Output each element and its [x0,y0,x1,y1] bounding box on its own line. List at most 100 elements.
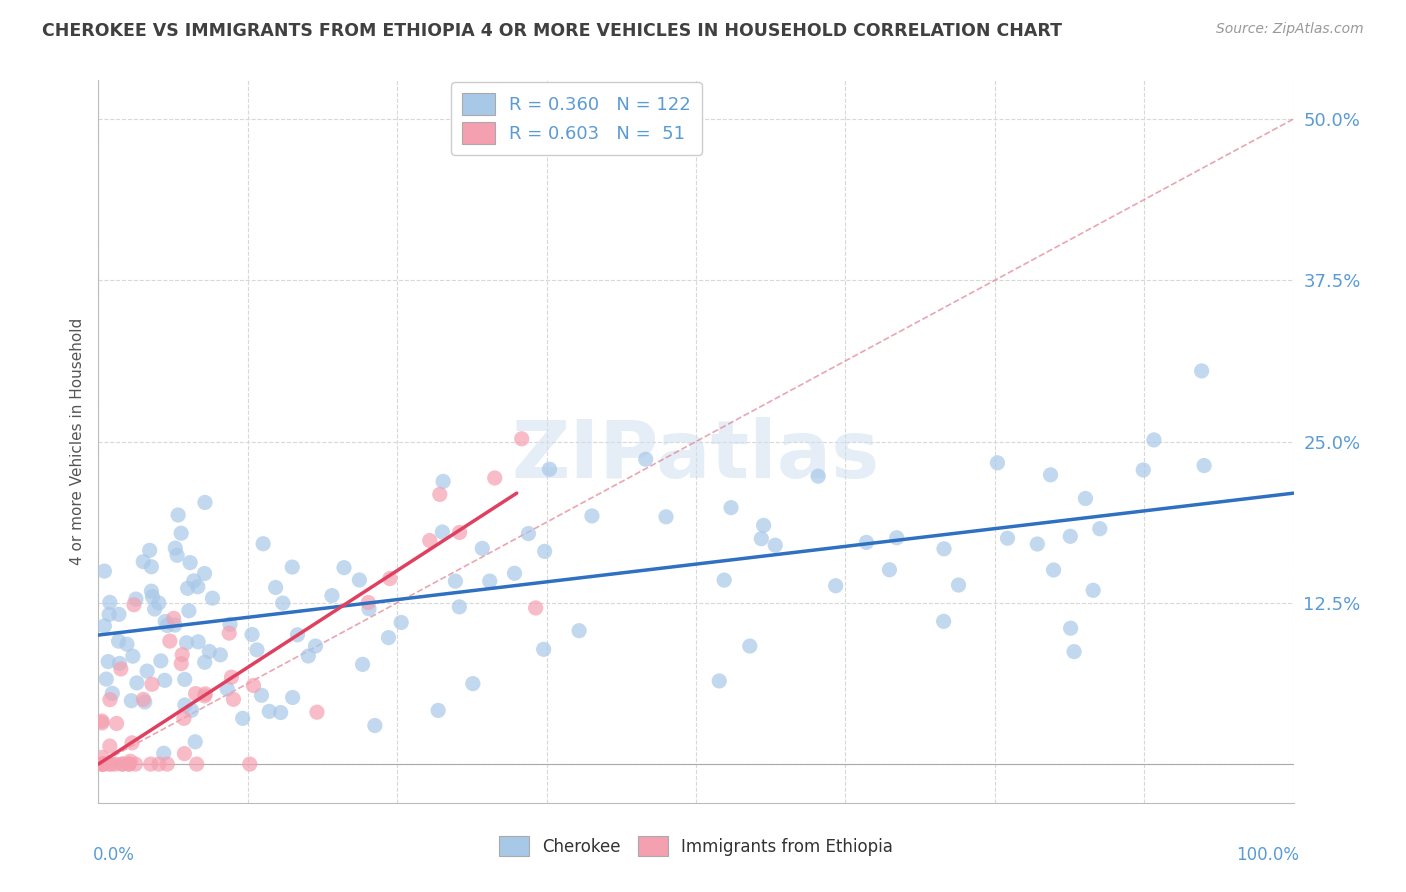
Point [139,757,162,772]
Point [1191,364,1213,378]
Point [655,509,678,524]
Point [232,711,254,725]
Point [141,677,163,691]
Point [91,757,114,772]
Point [165,541,187,555]
Point [91,750,114,764]
Point [172,648,194,662]
Point [997,531,1019,545]
Point [364,718,387,732]
Point [122,598,145,612]
Point [98,692,121,706]
Point [148,757,170,772]
Point [179,556,201,570]
Point [93,757,115,772]
Point [118,757,141,772]
Point [948,578,970,592]
Text: 0.0%: 0.0% [93,847,135,864]
Point [432,475,454,489]
Point [429,487,451,501]
Point [138,543,160,558]
Point [209,648,232,662]
Point [194,687,217,701]
Point [1143,433,1166,447]
Point [321,589,343,603]
Point [198,644,221,658]
Point [879,563,901,577]
Point [201,591,224,606]
Text: ZIPatlas: ZIPatlas [512,417,880,495]
Point [163,618,186,632]
Point [524,601,547,615]
Point [461,676,484,690]
Point [720,500,742,515]
Point [98,607,121,622]
Point [107,634,129,648]
Point [148,596,170,610]
Point [281,560,304,574]
Point [389,615,412,630]
Point [141,584,163,599]
Point [183,574,205,588]
Point [97,757,120,772]
Point [136,664,159,678]
Point [1074,491,1097,506]
Point [170,657,193,671]
Point [713,573,735,587]
Point [503,566,526,581]
Point [749,532,772,546]
Point [186,757,208,772]
Point [125,676,148,690]
Point [1063,645,1085,659]
Point [1132,463,1154,477]
Point [149,654,172,668]
Point [184,687,207,701]
Point [1088,522,1111,536]
Point [118,757,141,772]
Point [484,471,506,485]
Point [709,673,731,688]
Point [357,595,380,609]
Point [218,626,240,640]
Point [155,615,177,629]
Point [108,607,131,622]
Point [240,627,263,641]
Point [93,619,115,633]
Point [91,757,114,772]
Point [132,555,155,569]
Point [115,637,138,651]
Point [143,602,166,616]
Point [752,518,775,533]
Point [1026,537,1049,551]
Point [357,602,380,616]
Point [124,757,146,772]
Point [120,754,142,768]
Point [177,604,200,618]
Point [91,757,114,772]
Point [932,615,955,629]
Text: CHEROKEE VS IMMIGRANTS FROM ETHIOPIA 4 OR MORE VEHICLES IN HOUSEHOLD CORRELATION: CHEROKEE VS IMMIGRANTS FROM ETHIOPIA 4 O… [42,22,1062,40]
Point [96,672,118,686]
Point [634,452,657,467]
Point [222,692,245,706]
Point [152,746,174,760]
Point [1042,563,1064,577]
Point [173,747,195,761]
Point [252,537,274,551]
Point [167,508,190,522]
Point [1059,529,1081,543]
Point [824,579,846,593]
Point [378,572,401,586]
Point [193,566,215,581]
Point [1039,467,1062,482]
Point [763,538,786,552]
Point [217,681,239,696]
Point [153,673,176,688]
Point [352,657,374,672]
Point [449,525,471,540]
Point [166,549,188,563]
Point [377,631,399,645]
Point [194,655,217,669]
Point [125,592,148,607]
Point [1081,583,1104,598]
